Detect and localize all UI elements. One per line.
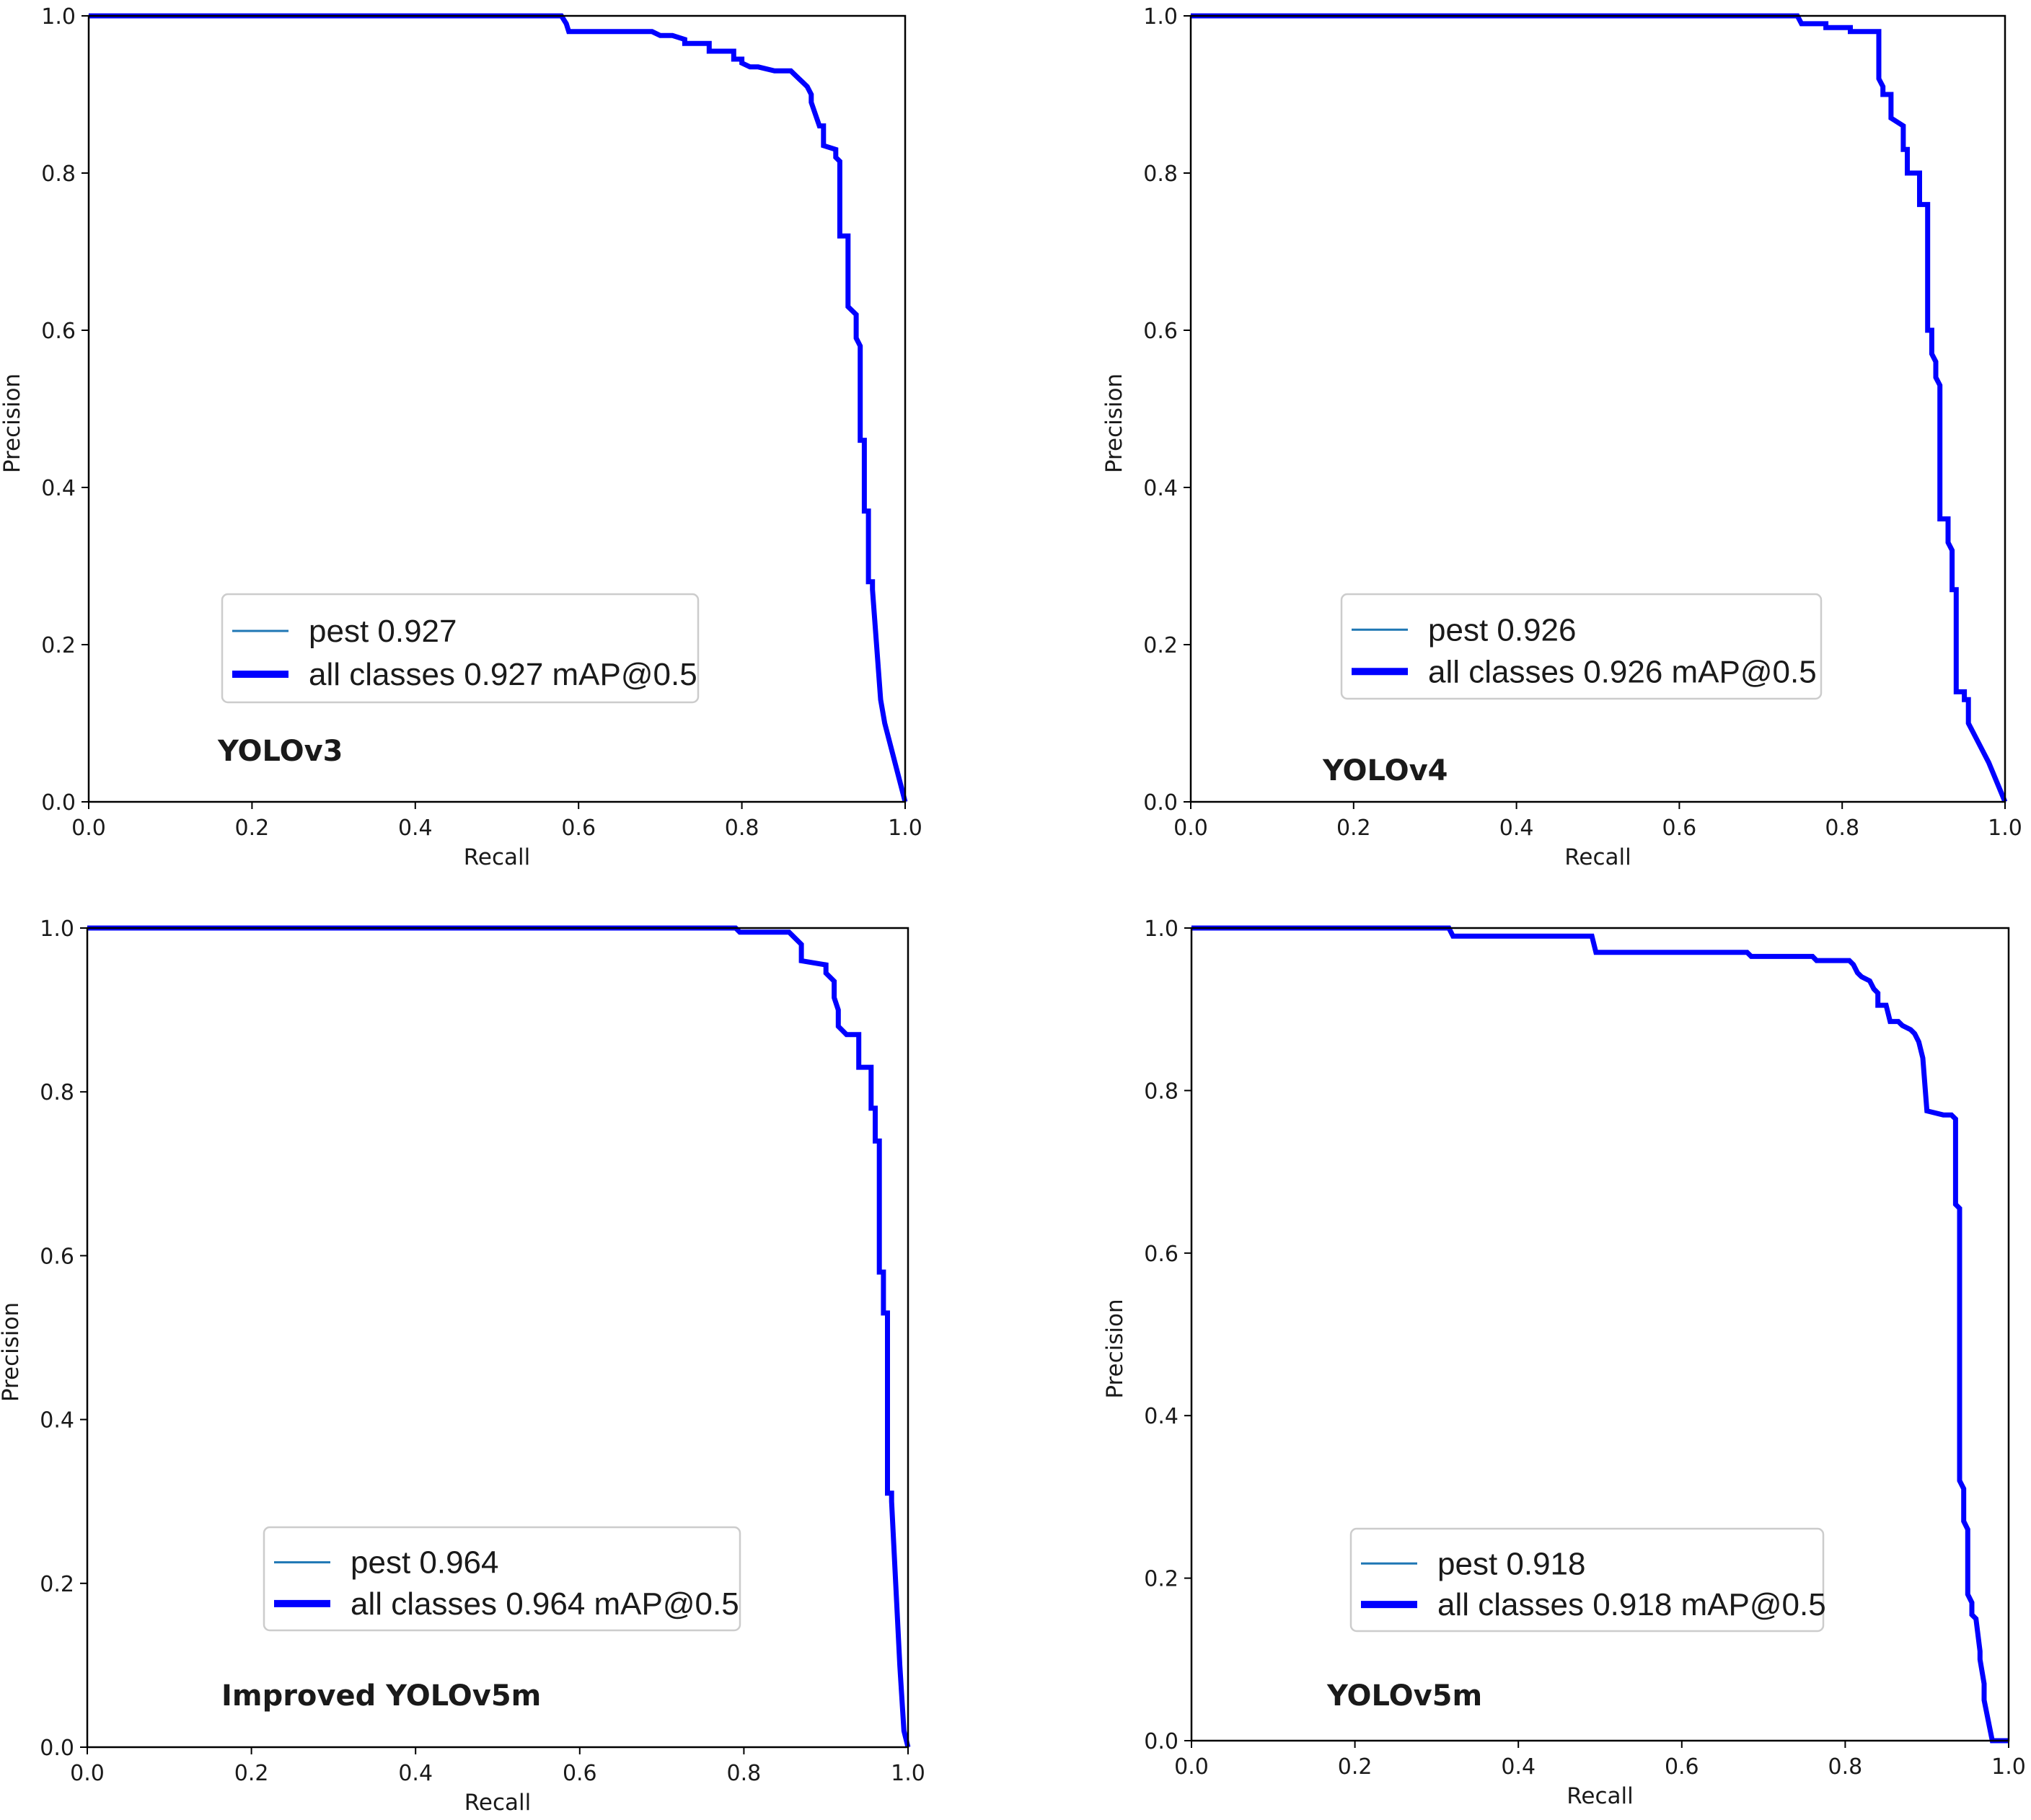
legend-box	[1349, 1527, 1825, 1633]
x-tick-label: 0.8	[727, 1761, 762, 1786]
x-tick-label: 1.0	[1988, 816, 2022, 841]
y-tick-label: 0.2	[1144, 1567, 1178, 1592]
chart-panel-3: 0.0 0.2 0.4 0.6 0.8 1.0 0.0 0.2 0.4 0.6 0.8 1.0 Reca…	[0, 916, 925, 1816]
y-tick-label: 1.0	[1143, 4, 1178, 30]
y-tick-label: 0.6	[41, 319, 76, 344]
plot-frame	[86, 927, 909, 1749]
legend-box	[221, 593, 700, 704]
x-axis-label: Recall	[1567, 1783, 1634, 1809]
legend-entry-pest: pest 0.927	[309, 614, 457, 649]
x-tick-label: 1.0	[1991, 1754, 2026, 1780]
y-tick-label: 0.8	[1144, 1079, 1178, 1104]
pr-curve-all-classes	[89, 13, 908, 803]
y-tick-label: 0.4	[41, 476, 76, 501]
x-tick-label: 0.8	[1828, 1754, 1863, 1780]
model-name-label: YOLOv4	[1322, 754, 1448, 787]
y-tick-label: 0.0	[40, 1736, 74, 1761]
y-tick-label: 0.6	[1143, 319, 1178, 344]
legend-entry-all-classes: all classes 0.927 mAP@0.5	[309, 657, 697, 692]
legend-box	[1340, 593, 1823, 700]
chart-panel-1: 0.0 0.2 0.4 0.6 0.8 1.0 0.0 0.2 0.4 0.6 0.8 1.0 Reca…	[0, 4, 922, 870]
legend-entry-pest: pest 0.926	[1428, 612, 1577, 648]
legend-entry-all-classes: all classes 0.926 mAP@0.5	[1428, 654, 1817, 689]
plot-frame	[1189, 14, 2006, 803]
y-tick-label: 0.0	[1144, 1729, 1178, 1754]
x-tick-label: 0.2	[1336, 816, 1371, 841]
plot-frame	[87, 14, 907, 803]
x-tick-label: 0.6	[1665, 1754, 1699, 1780]
model-name-label: YOLOv5m	[1326, 1679, 1482, 1713]
y-tick-label: 0.6	[1144, 1242, 1178, 1267]
y-tick-label: 0.4	[40, 1408, 74, 1434]
chart-panel-4: 0.0 0.2 0.4 0.6 0.8 1.0 0.0 0.2 0.4 0.6 0.8 1.0 Reca…	[1102, 916, 2026, 1809]
y-tick-label: 1.0	[1144, 916, 1178, 942]
y-axis-label: Precision	[1101, 374, 1127, 473]
y-tick-label: 0.0	[1143, 790, 1178, 816]
x-tick-label: 0.6	[563, 1761, 597, 1786]
x-axis-label: Recall	[1564, 844, 1631, 870]
legend: pest 0.926 all classes 0.926 mAP@0.5	[1340, 593, 1823, 700]
x-axis-label: Recall	[464, 844, 531, 870]
pr-curve-all-classes	[87, 925, 911, 1748]
legend-entry-pest: pest 0.918	[1437, 1546, 1586, 1581]
legend: pest 0.964 all classes 0.964 mAP@0.5	[263, 1526, 741, 1632]
x-tick-label: 0.2	[235, 816, 270, 841]
y-tick-label: 0.0	[41, 790, 76, 816]
y-tick-label: 0.8	[41, 162, 76, 187]
x-tick-label: 0.0	[70, 1761, 105, 1786]
x-tick-label: 0.4	[1501, 1754, 1536, 1780]
legend: pest 0.927 all classes 0.927 mAP@0.5	[221, 593, 700, 704]
x-tick-label: 0.4	[1499, 816, 1534, 841]
legend-box	[263, 1526, 741, 1632]
y-tick-label: 0.4	[1143, 476, 1178, 501]
x-tick-label: 0.8	[725, 816, 759, 841]
y-axis-label: Precision	[0, 374, 25, 473]
x-tick-label: 0.6	[1662, 816, 1697, 841]
x-tick-label: 0.0	[1174, 1754, 1209, 1780]
x-tick-label: 0.4	[398, 1761, 433, 1786]
y-axis-label: Precision	[0, 1302, 24, 1402]
legend-entry-all-classes: all classes 0.918 mAP@0.5	[1437, 1587, 1826, 1622]
pr-curve-all-classes	[1191, 925, 2009, 1744]
pr-curve-all-classes	[1191, 13, 2008, 803]
y-tick-label: 0.2	[41, 633, 76, 658]
plot-frame	[1190, 927, 2010, 1742]
model-name-label: Improved YOLOv5m	[221, 1679, 541, 1713]
y-tick-label: 0.2	[40, 1572, 74, 1597]
y-tick-label: 0.6	[40, 1244, 74, 1269]
x-tick-label: 0.8	[1825, 816, 1859, 841]
chart-panel-2: 0.0 0.2 0.4 0.6 0.8 1.0 0.0 0.2 0.4 0.6 0.8 1.0 Reca…	[1101, 4, 2022, 870]
y-tick-label: 0.8	[40, 1080, 74, 1105]
x-tick-label: 0.4	[398, 816, 433, 841]
x-tick-label: 0.2	[234, 1761, 269, 1786]
model-name-label: YOLOv3	[217, 735, 343, 768]
x-tick-label: 0.0	[1173, 816, 1208, 841]
x-tick-label: 0.2	[1338, 1754, 1373, 1780]
x-tick-label: 0.0	[71, 816, 106, 841]
y-tick-label: 1.0	[41, 4, 76, 30]
legend-entry-pest: pest 0.964	[351, 1545, 499, 1581]
y-axis-label: Precision	[1102, 1299, 1128, 1398]
y-tick-label: 0.2	[1143, 633, 1178, 658]
legend: pest 0.918 all classes 0.918 mAP@0.5	[1349, 1527, 1826, 1633]
legend-entry-all-classes: all classes 0.964 mAP@0.5	[351, 1586, 739, 1622]
x-tick-label: 1.0	[891, 1761, 925, 1786]
x-tick-label: 0.6	[561, 816, 596, 841]
x-tick-label: 1.0	[888, 816, 922, 841]
y-tick-label: 0.4	[1144, 1404, 1178, 1429]
x-axis-label: Recall	[464, 1790, 532, 1816]
y-tick-label: 1.0	[40, 916, 74, 942]
y-tick-label: 0.8	[1143, 162, 1178, 187]
